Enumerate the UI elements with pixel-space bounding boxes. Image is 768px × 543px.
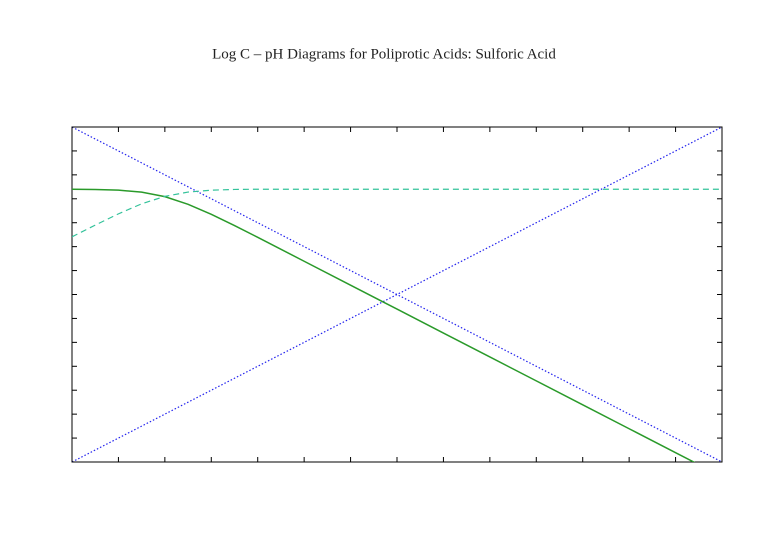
data-line xyxy=(72,188,696,462)
data-line xyxy=(72,127,722,462)
plot-area xyxy=(72,127,722,462)
chart-title: Log C – pH Diagrams for Poliprotic Acids… xyxy=(212,46,556,62)
data-line xyxy=(72,188,722,238)
data-line xyxy=(72,127,722,462)
